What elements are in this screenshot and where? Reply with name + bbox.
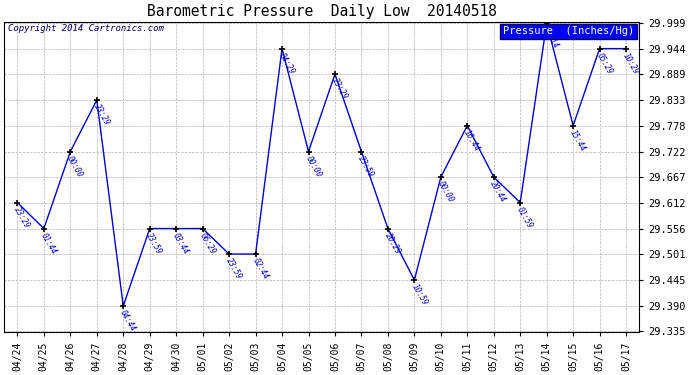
Text: 23:29: 23:29 [12, 206, 32, 230]
Text: Copyright 2014 Cartronics.com: Copyright 2014 Cartronics.com [8, 24, 164, 33]
Text: 16:44: 16:44 [462, 128, 482, 153]
Text: 10:29: 10:29 [621, 51, 640, 76]
Title: Barometric Pressure  Daily Low  20140518: Barometric Pressure Daily Low 20140518 [147, 4, 497, 19]
Text: 01:59: 01:59 [515, 206, 535, 230]
Text: 23:59: 23:59 [145, 231, 164, 256]
Text: 00:00: 00:00 [66, 154, 85, 179]
Text: 15:44: 15:44 [568, 128, 587, 153]
Text: 20:29: 20:29 [383, 231, 402, 256]
Text: 00:00: 00:00 [304, 154, 323, 179]
Text: 03:44: 03:44 [171, 231, 190, 256]
Text: 05:29: 05:29 [595, 51, 614, 76]
Text: 23:59: 23:59 [224, 257, 244, 281]
Text: 20:44: 20:44 [489, 180, 508, 204]
Text: 10:59: 10:59 [409, 283, 428, 308]
Text: 23:59: 23:59 [357, 154, 376, 179]
Text: 04:29: 04:29 [277, 51, 297, 76]
Text: 23:29: 23:29 [92, 103, 111, 128]
Text: 23:29: 23:29 [330, 77, 349, 101]
Text: 02:44: 02:44 [250, 257, 270, 281]
Text: 01:44: 01:44 [39, 231, 58, 256]
Text: 04:44: 04:44 [118, 309, 137, 333]
Text: 00:00: 00:00 [436, 180, 455, 204]
Text: 06:29: 06:29 [197, 231, 217, 256]
Text: Pressure  (Inches/Hg): Pressure (Inches/Hg) [503, 26, 634, 36]
Text: 23:14: 23:14 [542, 26, 561, 50]
